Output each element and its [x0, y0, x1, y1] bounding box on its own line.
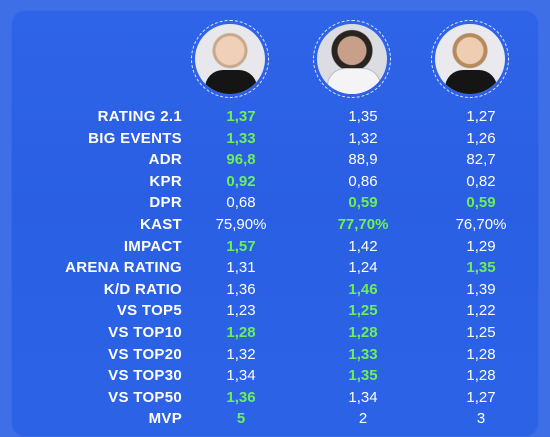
stats-panel: RATING 2.1 1,37 1,35 1,27 BIG EVENTS 1,33 1,32…	[11, 10, 539, 437]
player-1-value: 1,31	[226, 259, 256, 277]
player-1-value: 1,33	[226, 129, 256, 147]
player-2-value: 2	[358, 410, 368, 428]
player-3-value: 1,28	[466, 345, 496, 363]
player-2-value: 1,35	[348, 367, 378, 385]
player-1-value: 5	[236, 410, 246, 428]
player-2-value: 1,35	[348, 108, 378, 125]
stat-label: ADR	[148, 151, 182, 169]
stat-row: RATING 2.1 1,37 1,35 1,27	[11, 107, 539, 127]
stat-label: VS TOP10	[108, 324, 182, 341]
player-3-value: 76,70%	[455, 216, 507, 233]
player-2-value: 1,46	[348, 280, 378, 298]
player-3-avatar	[431, 20, 509, 98]
player-1-value: 0,92	[226, 172, 256, 190]
stat-label: IMPACT	[123, 237, 182, 255]
stat-row: VS TOP50 1,36 1,34 1,27	[11, 388, 539, 408]
stat-label: K/D RATIO	[103, 280, 182, 298]
player-3-value: 82,7	[466, 151, 496, 169]
player-2-value: 1,32	[348, 129, 378, 147]
stat-row: VS TOP5 1,23 1,25 1,22	[11, 301, 539, 321]
stat-label: VS TOP5	[116, 302, 182, 320]
stat-label: KPR	[149, 172, 182, 190]
stat-row: MVP 5 2 3	[11, 409, 539, 429]
stat-row: BIG EVENTS 1,33 1,32 1,26	[11, 129, 539, 149]
stat-row: VS TOP20 1,32 1,33 1,28	[11, 345, 539, 365]
stat-label: VS TOP50	[108, 388, 182, 406]
player-3-value: 1,26	[466, 129, 496, 147]
stat-label: DPR	[149, 194, 182, 212]
player-1-value: 1,23	[226, 302, 256, 320]
player-1-value: 1,34	[226, 367, 256, 385]
stat-row: KPR 0,92 0,86 0,82	[11, 172, 539, 192]
player-3-value: 1,27	[466, 108, 496, 125]
player-2-value: 0,86	[348, 172, 378, 190]
player-1-value: 1,57	[226, 237, 256, 255]
player-2-value: 77,70%	[337, 216, 389, 233]
player-2-value: 1,28	[348, 324, 378, 341]
player-3-value: 3	[476, 410, 486, 428]
player-3-value: 1,25	[466, 324, 496, 341]
stat-row: IMPACT 1,57 1,42 1,29	[11, 237, 539, 257]
stat-row: ARENA RATING 1,31 1,24 1,35	[11, 258, 539, 278]
stat-label: BIG EVENTS	[88, 129, 182, 147]
player-3-value: 1,27	[466, 388, 496, 406]
stat-label: VS TOP20	[108, 345, 182, 363]
player-2-value: 1,42	[348, 237, 378, 255]
player-1-value: 0,68	[226, 194, 256, 212]
player-3-value: 1,28	[466, 367, 496, 385]
player-2-value: 1,24	[348, 259, 378, 277]
stat-row: ADR 96,8 88,9 82,7	[11, 150, 539, 170]
player-2-value: 1,33	[348, 345, 378, 363]
stat-label: ARENA RATING	[65, 259, 182, 277]
stat-row: KAST 75,90% 77,70% 76,70%	[11, 215, 539, 235]
player-1-value: 1,28	[226, 324, 256, 341]
stat-label: VS TOP30	[108, 367, 182, 385]
stat-row: K/D RATIO 1,36 1,46 1,39	[11, 280, 539, 300]
stat-row: VS TOP10 1,28 1,28 1,25	[11, 323, 539, 343]
stat-row: VS TOP30 1,34 1,35 1,28	[11, 366, 539, 386]
player-2-value: 88,9	[348, 151, 378, 169]
player-1-value: 75,90%	[215, 216, 267, 233]
player-3-value: 0,59	[466, 194, 496, 212]
player-1-value: 1,32	[226, 345, 256, 363]
player-1-value: 96,8	[226, 151, 256, 169]
stat-label: RATING 2.1	[97, 108, 182, 125]
player-1-value: 1,37	[226, 108, 256, 125]
player-1-value: 1,36	[226, 280, 256, 298]
player-3-value: 1,22	[466, 302, 496, 320]
stat-label: MVP	[148, 410, 182, 428]
player-2-value: 1,34	[348, 388, 378, 406]
player-1-value: 1,36	[226, 388, 256, 406]
player-3-value: 0,82	[466, 172, 496, 190]
player-2-avatar	[313, 20, 391, 98]
player-1-avatar	[191, 20, 269, 98]
player-3-value: 1,29	[466, 237, 496, 255]
player-3-value: 1,35	[466, 259, 496, 277]
stat-label: KAST	[139, 216, 182, 233]
player-2-value: 0,59	[348, 194, 378, 212]
stat-row: DPR 0,68 0,59 0,59	[11, 193, 539, 213]
player-3-value: 1,39	[466, 280, 496, 298]
player-2-value: 1,25	[348, 302, 378, 320]
